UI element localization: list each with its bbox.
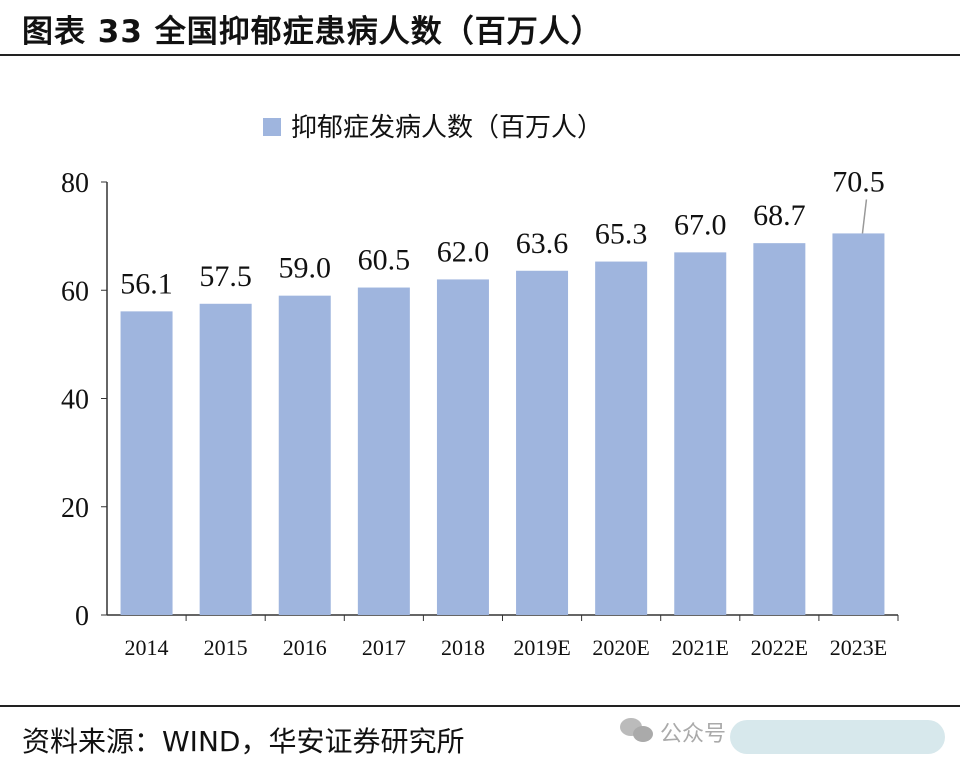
x-tick-label: 2021E bbox=[672, 635, 729, 660]
data-label: 70.5 bbox=[832, 165, 885, 198]
data-label: 60.5 bbox=[358, 244, 411, 277]
data-label-leader bbox=[861, 199, 868, 234]
source-note: 资料来源：WIND，华安证券研究所 bbox=[22, 725, 465, 758]
bar-chart: 抑郁症发病人数（百万人） 0 20 40 60 80 2014 2015 2016 2017 20… bbox=[61, 113, 899, 660]
x-tick-label: 2015 bbox=[204, 635, 248, 660]
legend-label: 抑郁症发病人数（百万人） bbox=[291, 113, 603, 143]
data-label: 63.6 bbox=[516, 227, 569, 260]
x-tick-label: 2016 bbox=[283, 635, 327, 660]
figure-title: 图表 33 全国抑郁症患病人数（百万人） bbox=[22, 14, 603, 50]
data-label: 56.1 bbox=[120, 267, 173, 300]
data-label: 57.5 bbox=[199, 260, 252, 293]
data-label: 67.0 bbox=[674, 208, 727, 241]
bar-2015 bbox=[199, 303, 252, 615]
y-tick-label: 0 bbox=[75, 601, 89, 632]
data-label: 59.0 bbox=[279, 252, 332, 285]
bar-2022E bbox=[753, 243, 806, 615]
bottom-rule bbox=[0, 705, 960, 707]
bar-2019E bbox=[516, 270, 569, 615]
x-tick-label: 2022E bbox=[751, 635, 808, 660]
legend-swatch bbox=[263, 118, 281, 136]
wechat-icon-2 bbox=[633, 726, 653, 742]
bar-2020E bbox=[595, 261, 648, 615]
bar-2016 bbox=[278, 295, 331, 615]
bar-2023E bbox=[832, 233, 885, 615]
x-tick-label: 2020E bbox=[592, 635, 649, 660]
x-tick-label: 2018 bbox=[441, 635, 485, 660]
y-tick-label: 60 bbox=[61, 276, 89, 307]
y-tick-label: 40 bbox=[61, 385, 89, 416]
bar-2018 bbox=[436, 279, 489, 615]
y-tick-label: 20 bbox=[61, 493, 89, 524]
bar-2014 bbox=[120, 311, 173, 615]
x-tick-label: 2017 bbox=[362, 635, 406, 660]
redaction-blob bbox=[730, 720, 945, 754]
data-label: 65.3 bbox=[595, 218, 648, 251]
data-label: 62.0 bbox=[437, 235, 490, 268]
x-tick-label: 2023E bbox=[830, 635, 887, 660]
x-tick-label: 2019E bbox=[513, 635, 570, 660]
data-label: 68.7 bbox=[753, 199, 806, 232]
watermark-text: 公众号 bbox=[660, 722, 727, 747]
x-tick-label: 2014 bbox=[125, 635, 169, 660]
bar-2017 bbox=[357, 287, 410, 615]
watermark: 公众号 bbox=[615, 708, 945, 760]
y-tick-label: 80 bbox=[61, 168, 89, 199]
top-rule bbox=[0, 54, 960, 56]
bar-2021E bbox=[674, 252, 727, 616]
